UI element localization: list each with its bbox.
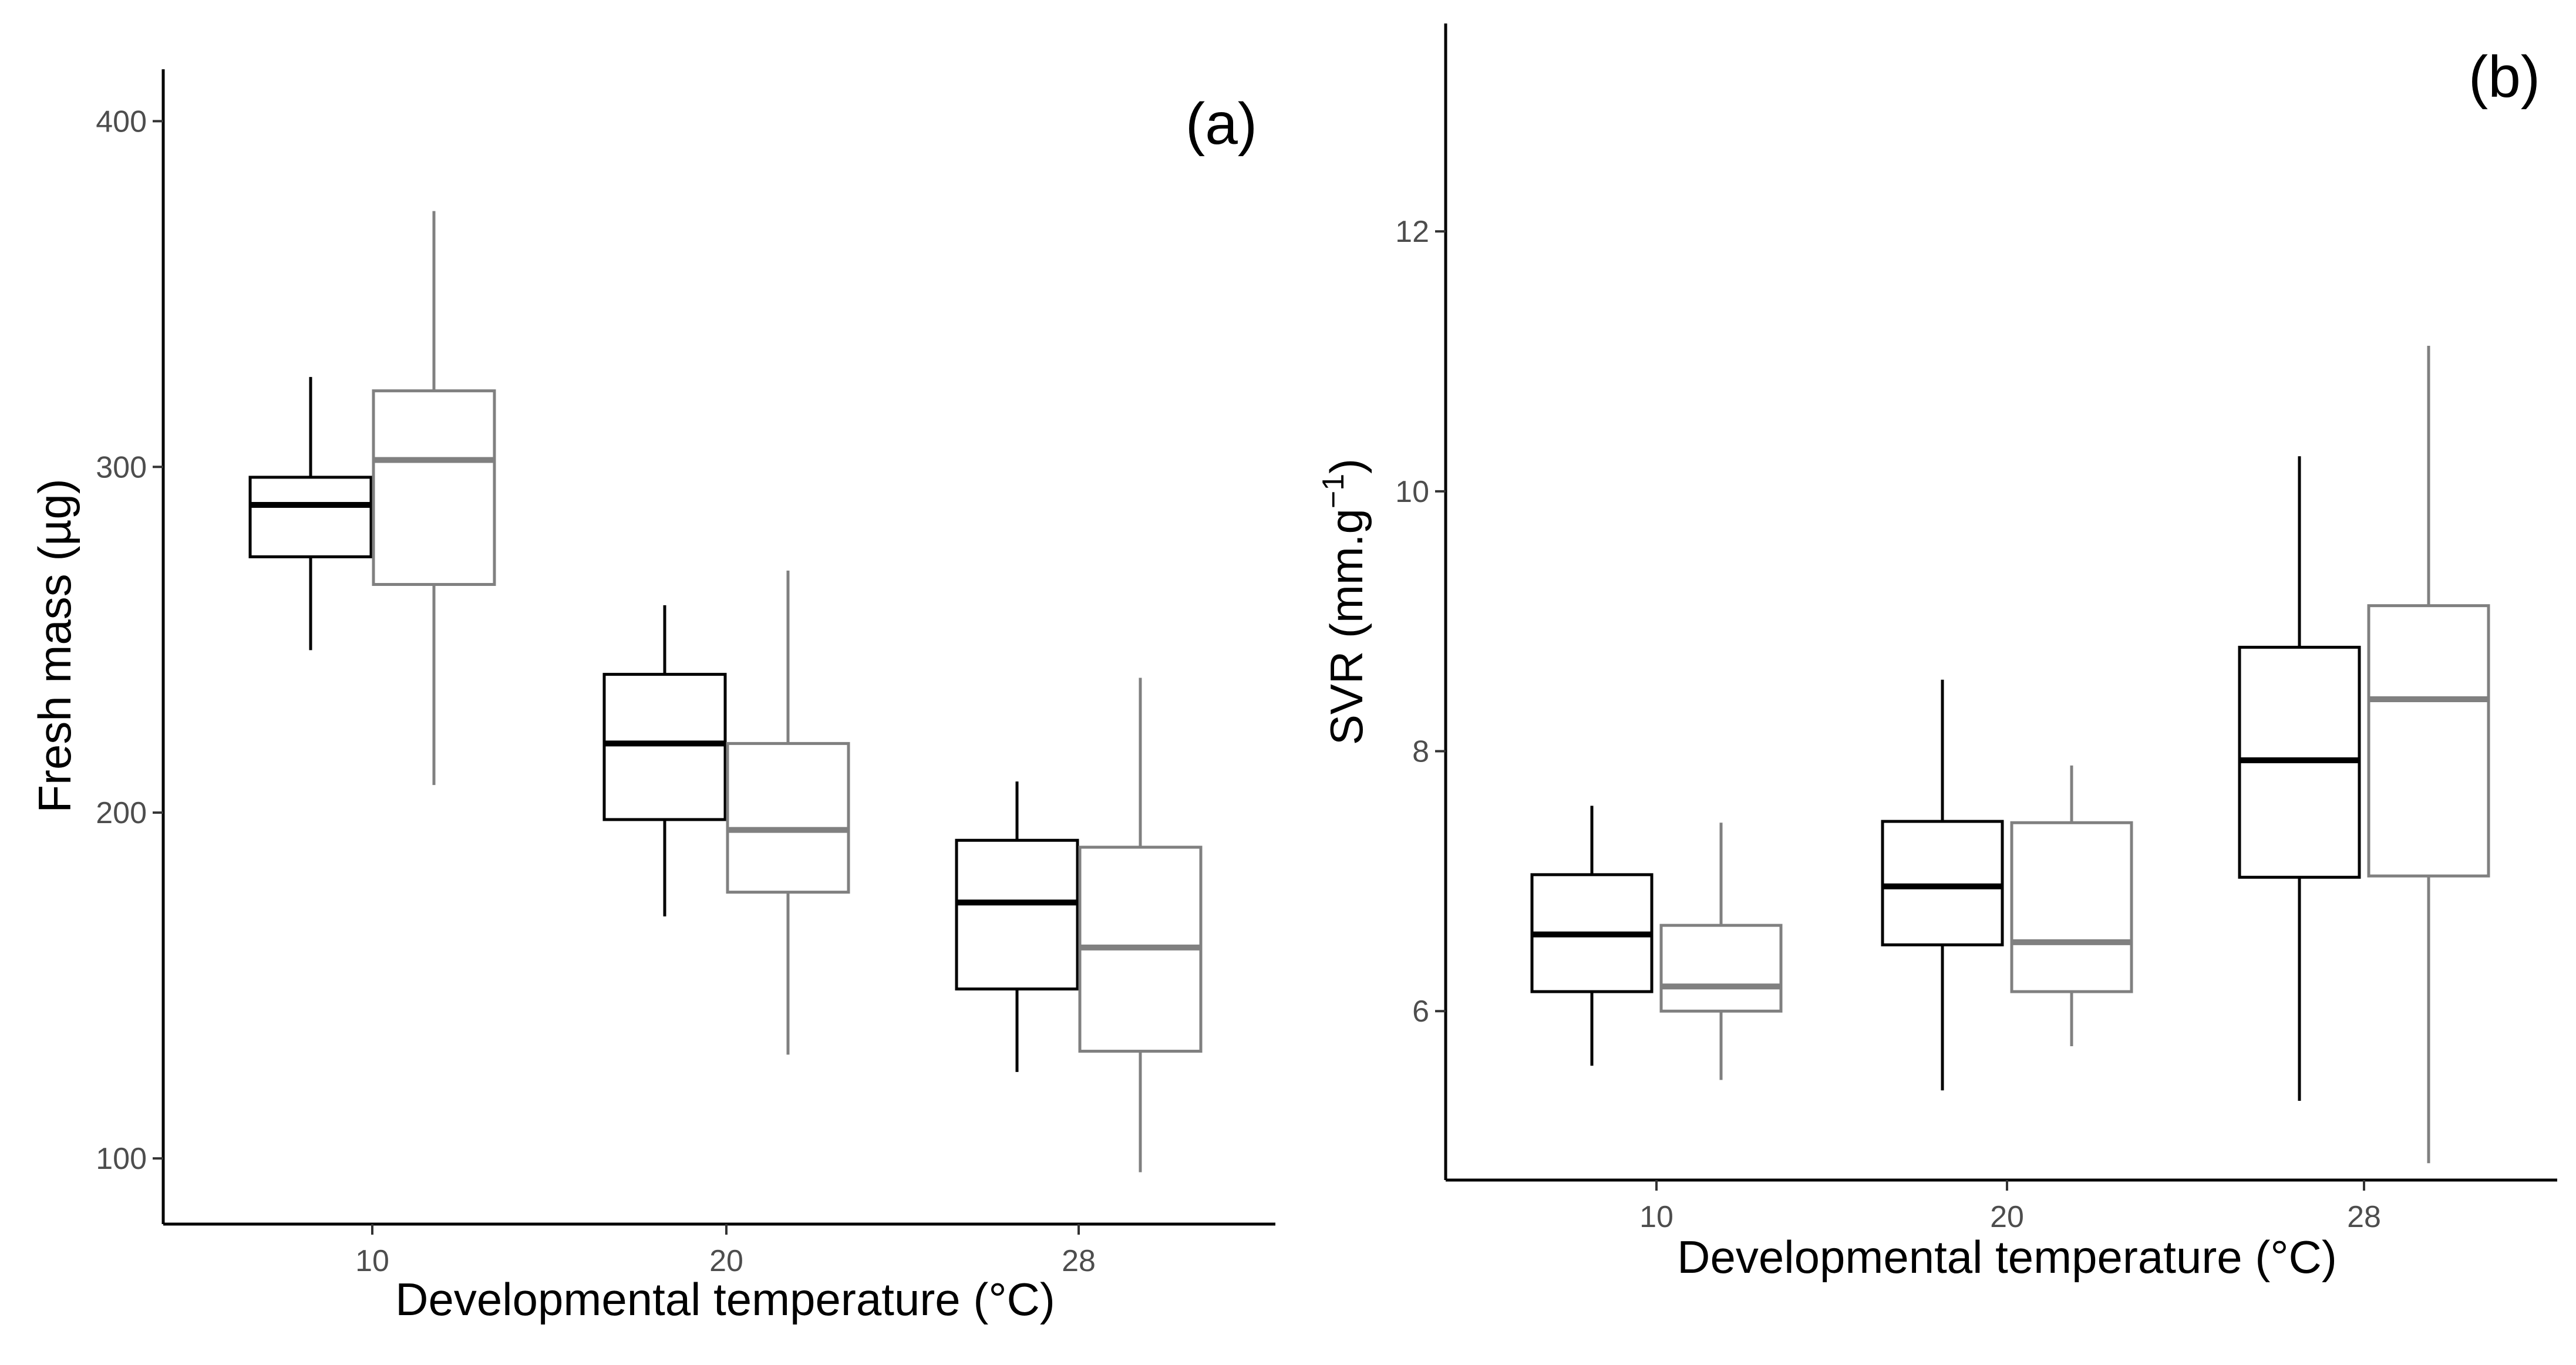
panel-a-fresh-mass: (a) Developmental temperature (°C) Fresh… — [29, 69, 1275, 1325]
panel-a-box-group-1-20 — [602, 605, 727, 916]
panel-a-x-tick-label: 28 — [1062, 1244, 1096, 1278]
panel-a-y-ticks: 100 200 300 400 — [96, 105, 163, 1176]
panel-b-boxes — [1530, 345, 2490, 1164]
panel-a-box-iqr — [248, 476, 373, 558]
panel-a-box-group-1-10 — [248, 377, 373, 651]
panel-a-box-iqr — [372, 389, 496, 586]
panel-a-y-tick-label: 100 — [96, 1142, 147, 1176]
panel-a-box-iqr — [726, 742, 850, 894]
panel-b-box-group-1-28 — [2238, 456, 2361, 1101]
panel-a-x-tick-label: 20 — [709, 1244, 743, 1278]
panel-b-box-group-2-20 — [2010, 765, 2133, 1047]
panel-b-x-axis-title: Developmental temperature (°C) — [1677, 1231, 2337, 1283]
panel-b-box-group-2-10 — [1659, 823, 1783, 1080]
panel-b-label: (b) — [2469, 44, 2540, 110]
panel-b-x-tick-label: 28 — [2347, 1200, 2381, 1234]
panel-b-box-iqr — [2010, 821, 2133, 993]
panel-a-label: (a) — [1186, 91, 1257, 157]
panel-b-x-tick-label: 20 — [1990, 1200, 2024, 1234]
panel-b-box-group-1-20 — [1881, 679, 2004, 1091]
panel-a-y-tick-label: 300 — [96, 450, 147, 484]
panel-b-box-iqr — [1881, 820, 2004, 946]
panel-a-boxes — [248, 211, 1203, 1172]
panel-b-y-tick-label: 10 — [1395, 475, 1429, 509]
panel-a-box-group-2-20 — [726, 570, 850, 1055]
panel-a-y-axis-title: Fresh mass (µg) — [29, 478, 80, 813]
panel-b-box-iqr — [2367, 604, 2490, 878]
panel-b-y-axis-title: SVR (mm.g−1) — [1316, 459, 1372, 745]
panel-a-x-axis-title: Developmental temperature (°C) — [395, 1273, 1055, 1325]
panel-a-box-iqr — [602, 673, 727, 821]
panel-a-y-tick-label: 400 — [96, 105, 147, 139]
panel-a-x-ticks: 10 20 28 — [355, 1224, 1096, 1278]
panel-b-y-axis-title-main: SVR (mm.g — [1321, 508, 1372, 745]
panel-b-y-axis-title-end: ) — [1321, 459, 1372, 474]
panel-b-y-tick-label: 6 — [1412, 995, 1429, 1029]
panel-b-box-group-2-28 — [2367, 345, 2490, 1164]
panel-b-y-ticks: 6 8 10 12 — [1395, 215, 1446, 1029]
panel-a-x-tick-label: 10 — [355, 1244, 389, 1278]
panel-a-box-group-2-10 — [372, 211, 496, 786]
panel-b-x-ticks: 10 20 28 — [1639, 1180, 2381, 1234]
panel-a-box-group-1-28 — [955, 781, 1079, 1072]
panel-b-box-group-1-10 — [1530, 805, 1654, 1066]
panel-a-box-group-2-28 — [1078, 678, 1203, 1172]
panel-b-x-tick-label: 10 — [1639, 1200, 1673, 1234]
panel-b-svr: (b) Developmental temperature (°C) SVR (… — [1316, 23, 2557, 1283]
panel-b-y-tick-label: 12 — [1395, 215, 1429, 249]
panel-a-box-iqr — [955, 838, 1079, 991]
panel-b-box-iqr — [1659, 924, 1783, 1013]
panel-b-y-axis-title-superscript: −1 — [1316, 474, 1351, 508]
panel-a-y-tick-label: 200 — [96, 796, 147, 830]
panel-b-y-tick-label: 8 — [1412, 735, 1429, 769]
